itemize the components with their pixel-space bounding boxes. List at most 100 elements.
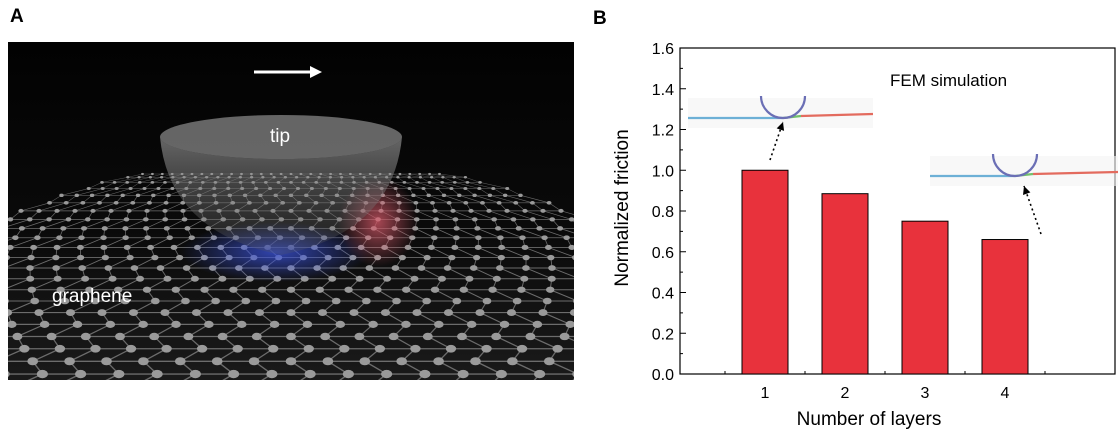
carbon-atom <box>100 186 105 190</box>
y-tick-label: 0.0 <box>652 367 674 384</box>
carbon-atom <box>443 309 454 317</box>
carbon-atom <box>499 320 510 328</box>
lattice-bond <box>42 219 69 229</box>
lattice-bond <box>146 278 168 291</box>
carbon-atom <box>474 226 481 231</box>
carbon-atom <box>480 201 485 205</box>
carbon-atom <box>189 369 201 379</box>
carbon-atom <box>515 226 522 231</box>
lattice-bond <box>139 177 162 183</box>
carbon-atom <box>428 172 432 176</box>
carbon-atom <box>126 208 132 213</box>
lattice-bond <box>560 210 574 215</box>
lattice-bond <box>8 278 31 289</box>
lattice-bond <box>499 267 525 280</box>
tip-top-face <box>160 115 402 159</box>
carbon-atom <box>8 298 9 304</box>
carbon-atom <box>413 201 419 205</box>
carbon-atom <box>191 309 202 317</box>
carbon-atom <box>63 201 69 205</box>
lattice-bond <box>454 177 468 183</box>
lattice-bond <box>434 289 458 302</box>
carbon-atom <box>47 201 52 205</box>
lattice-bond <box>125 219 147 229</box>
carbon-atom <box>383 275 392 282</box>
carbon-atom <box>532 320 543 328</box>
carbon-atom <box>304 369 316 379</box>
lattice-bond <box>439 173 466 178</box>
y-tick-label: 1.0 <box>652 163 674 180</box>
lattice-bond <box>31 278 58 291</box>
carbon-atom <box>34 309 44 317</box>
lattice-bond <box>421 267 443 280</box>
lattice-bond <box>74 202 100 212</box>
carbon-atom <box>183 332 194 341</box>
lattice-bond <box>88 182 103 189</box>
lattice-bond <box>63 219 88 229</box>
carbon-atom <box>166 193 171 197</box>
carbon-atom <box>507 357 518 366</box>
lattice-bond <box>130 182 140 189</box>
carbon-atom <box>396 176 400 179</box>
carbon-atom <box>473 254 481 261</box>
carbon-atom <box>128 186 133 190</box>
carbon-atom <box>410 344 421 353</box>
carbon-atom <box>342 369 354 379</box>
lattice-bond <box>530 335 558 350</box>
carbon-atom <box>30 244 38 251</box>
carbon-atom <box>440 180 445 184</box>
carbon-atom <box>453 235 460 241</box>
lattice-bond <box>473 267 498 280</box>
carbon-atom <box>156 186 161 190</box>
lattice-bond <box>145 219 166 229</box>
carbon-atom <box>486 208 492 213</box>
carbon-atom <box>402 180 407 184</box>
carbon-atom <box>39 320 50 328</box>
carbon-atom <box>410 275 419 282</box>
carbon-atom <box>482 297 492 305</box>
carbon-atom <box>137 176 141 179</box>
carbon-atom <box>150 172 154 176</box>
carbon-atom <box>430 286 440 293</box>
lattice-bond <box>110 202 133 212</box>
carbon-atom <box>163 275 172 282</box>
lattice-bond <box>465 177 481 183</box>
lattice-bond <box>551 267 574 278</box>
carbon-atom <box>449 186 454 190</box>
lattice-bond <box>8 219 30 227</box>
carbon-atom <box>549 217 556 222</box>
carbon-atom <box>433 217 439 222</box>
lattice-bond <box>429 173 455 178</box>
carbon-atom <box>536 226 543 231</box>
dotted-arrow <box>1023 185 1042 235</box>
lattice-bond <box>108 257 131 269</box>
lattice-bond <box>419 173 443 178</box>
carbon-atom <box>130 201 136 205</box>
lattice-bond <box>66 195 77 204</box>
carbon-atom <box>65 309 76 317</box>
carbon-atom <box>477 186 482 190</box>
carbon-atom <box>468 208 474 213</box>
carbon-atom <box>251 332 262 341</box>
lattice-bond <box>489 195 516 204</box>
lattice-bond <box>452 210 475 220</box>
carbon-atom <box>408 172 412 176</box>
lattice-bond <box>92 202 117 212</box>
carbon-atom <box>427 244 435 251</box>
carbon-atom <box>112 180 117 184</box>
carbon-atom <box>407 186 412 190</box>
carbon-atom <box>504 208 510 213</box>
carbon-atom <box>285 357 297 366</box>
carbon-atom <box>506 309 517 317</box>
carbon-atom <box>163 201 169 205</box>
lattice-bond <box>416 210 437 220</box>
carbon-atom <box>430 201 435 205</box>
carbon-atom <box>422 332 433 341</box>
bar-layer-2 <box>821 193 869 375</box>
carbon-atom <box>431 235 438 241</box>
carbon-atom <box>65 217 72 222</box>
carbon-atom <box>423 254 431 261</box>
carbon-atom <box>18 226 25 231</box>
carbon-atom <box>301 297 311 305</box>
carbon-atom <box>418 172 422 176</box>
